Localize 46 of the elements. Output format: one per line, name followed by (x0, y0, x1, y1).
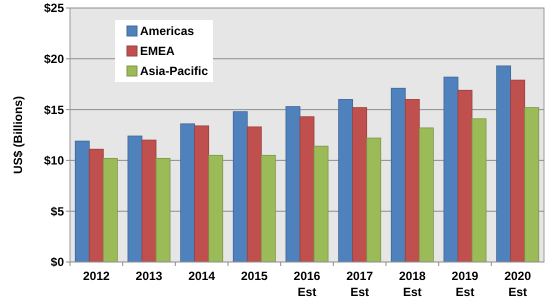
bar (444, 76, 458, 262)
bar (232, 111, 248, 262)
y-tick-label: $5 (50, 204, 64, 218)
bar (156, 158, 170, 262)
bar (246, 126, 262, 262)
bar (128, 136, 142, 262)
y-tick-label: $0 (50, 255, 64, 270)
bar (338, 99, 354, 262)
bar (74, 140, 90, 262)
x-tick-label: 2019 Est (452, 269, 479, 299)
bar (366, 138, 382, 262)
bar (194, 125, 210, 262)
x-tick-label: 2013 (136, 269, 163, 283)
bar (496, 66, 512, 262)
x-tick-label: 2017 Est (346, 269, 374, 299)
y-tick-label: $10 (44, 154, 64, 168)
x-tick-label: 2016 Est (294, 269, 321, 299)
legend-label: EMEA (140, 44, 176, 58)
bar (510, 80, 526, 262)
bar (102, 158, 118, 262)
y-tick-label: $20 (44, 52, 64, 66)
x-tick-label: 2015 (240, 269, 268, 283)
bar (286, 106, 300, 262)
bar (418, 127, 434, 262)
y-tick-label: $15 (44, 102, 64, 117)
bar (208, 154, 224, 262)
bar (472, 118, 486, 262)
bar (352, 107, 368, 262)
legend-label: Asia-Pacific (140, 64, 208, 78)
y-tick-label: $25 (44, 1, 64, 16)
x-tick-label: 2014 (188, 269, 216, 283)
bar (314, 146, 328, 262)
x-tick-label: 2020 Est (504, 269, 532, 299)
bar (88, 148, 104, 262)
x-tick-label: 2012 (82, 269, 110, 283)
bar (524, 107, 540, 262)
bar (458, 90, 472, 262)
legend-label: Americas (140, 24, 194, 38)
bar (142, 140, 156, 262)
x-tick-label: 2018 Est (398, 269, 426, 299)
bar (300, 116, 314, 262)
bar (260, 154, 276, 262)
bar (390, 88, 406, 262)
bar (180, 123, 196, 262)
bar (404, 99, 420, 262)
y-axis-title: US$ (Billions) (11, 96, 25, 174)
